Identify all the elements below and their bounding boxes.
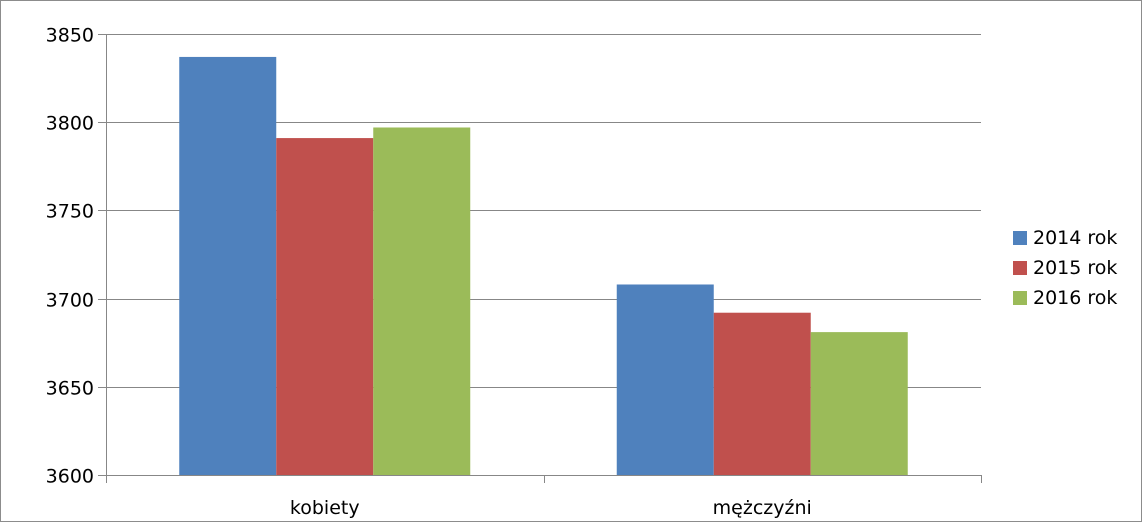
legend-item: 2015 rok xyxy=(1013,253,1117,283)
y-tick-labels: 3600 3650 3700 3750 3800 3850 xyxy=(46,25,94,488)
bars xyxy=(179,56,908,476)
legend-label: 2015 rok xyxy=(1033,257,1118,279)
legend-swatch xyxy=(1013,291,1027,305)
y-tick-label: 3800 xyxy=(46,113,94,135)
legend-swatch xyxy=(1013,231,1027,245)
legend-label: 2014 rok xyxy=(1033,227,1118,249)
legend-item: 2014 rok xyxy=(1013,223,1117,253)
bar-2014-rok-0 xyxy=(179,56,277,475)
x-tick-labels: kobiety mężczyźni xyxy=(290,497,812,519)
y-tick-label: 3600 xyxy=(46,466,94,488)
y-tick-label: 3700 xyxy=(46,290,94,312)
bar-2016-rok-0 xyxy=(373,127,471,475)
legend-swatch xyxy=(1013,261,1027,275)
axes xyxy=(106,34,982,483)
x-tick-label: mężczyźni xyxy=(713,497,812,519)
bar-2015-rok-1 xyxy=(713,312,811,475)
legend: 2014 rok 2015 rok 2016 rok xyxy=(1013,223,1117,313)
x-tick-label: kobiety xyxy=(290,497,360,519)
legend-item: 2016 rok xyxy=(1013,283,1117,313)
bar-2016-rok-1 xyxy=(810,332,908,475)
y-tick-label: 3850 xyxy=(46,25,94,47)
bar-2015-rok-0 xyxy=(276,138,374,476)
bar-2014-rok-1 xyxy=(616,284,714,475)
legend-label: 2016 rok xyxy=(1033,287,1118,309)
y-tick-label: 3650 xyxy=(46,378,94,400)
y-tick-label: 3750 xyxy=(46,201,94,223)
